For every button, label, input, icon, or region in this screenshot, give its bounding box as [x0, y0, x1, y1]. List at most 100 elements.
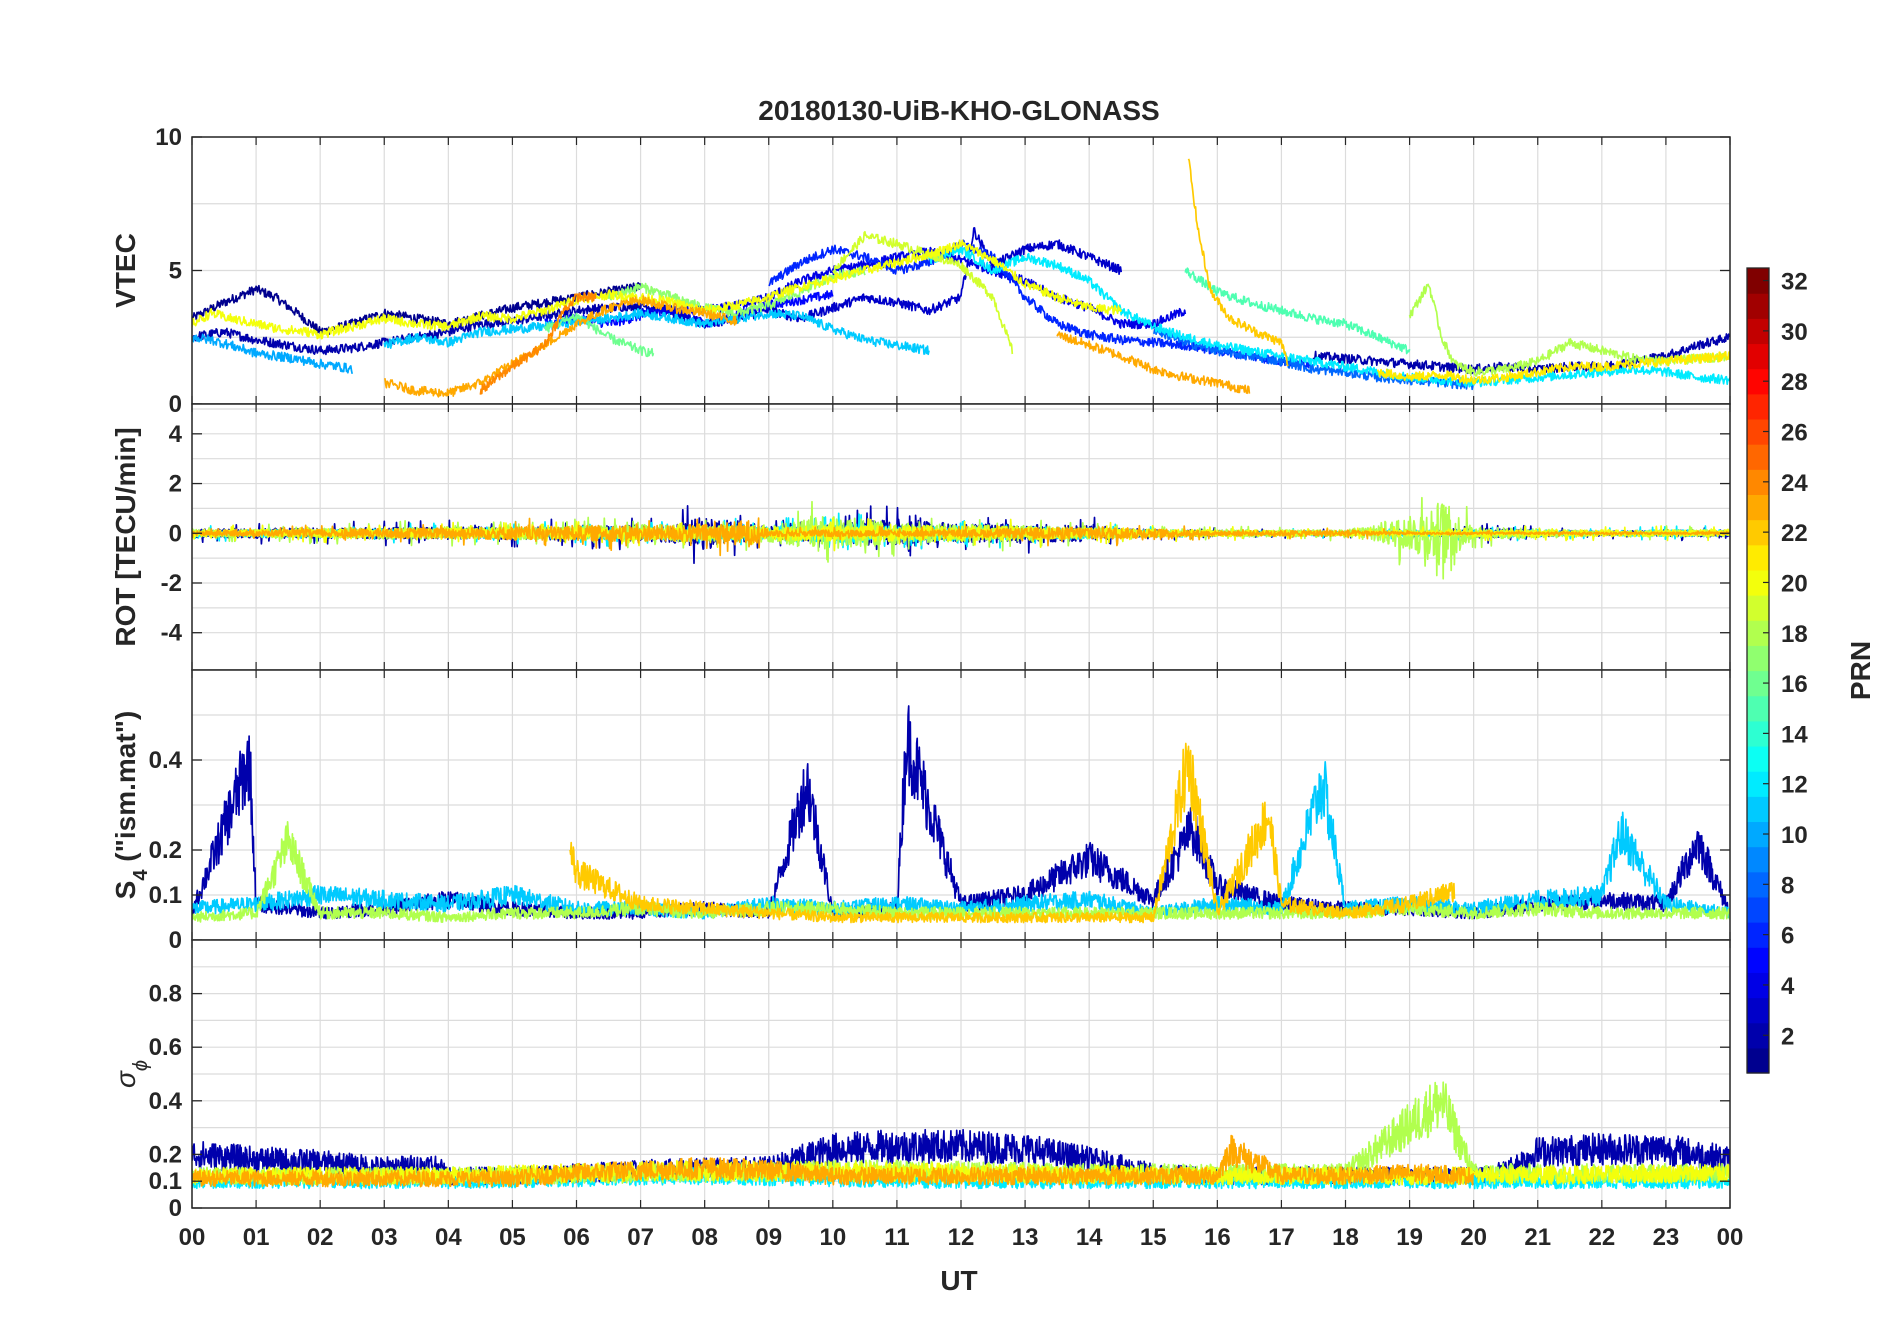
colorbar-segment	[1747, 293, 1769, 319]
colorbar-segment	[1747, 268, 1769, 294]
colorbar-segment	[1747, 318, 1769, 345]
x-tick-label: 17	[1268, 1224, 1295, 1251]
x-tick-label: 22	[1588, 1224, 1615, 1251]
colorbar-tick-label: 14	[1781, 721, 1808, 748]
colorbar-segment	[1747, 569, 1769, 596]
colorbar-tick-label: 6	[1781, 923, 1794, 950]
colorbar-segment	[1747, 595, 1769, 621]
colorbar-segment	[1747, 821, 1769, 848]
y-tick-label: 0.2	[149, 1141, 182, 1168]
y-tick-label: 0.2	[149, 837, 182, 864]
colorbar-frame	[1746, 267, 1770, 1074]
series-line-prn-23	[1056, 331, 1251, 395]
colorbar-tick-label: 22	[1781, 520, 1808, 547]
y-axis-label-s4: S4 ("ism.mat")	[110, 711, 152, 900]
series-line-prn-23	[192, 1134, 1475, 1188]
y-axis-label-main: S	[110, 881, 141, 900]
y-axis-label-rot: ROT [TECU/min]	[110, 427, 141, 646]
y-tick-label: 0.4	[149, 747, 183, 774]
colorbar-segment	[1747, 418, 1769, 445]
x-tick-label: 04	[435, 1224, 462, 1251]
panel-vtec-series	[192, 158, 1730, 398]
x-tick-label: 13	[1012, 1224, 1039, 1251]
y-axis-label-subscript: ϕ	[130, 1060, 152, 1071]
colorbar-tick-label: 12	[1781, 772, 1808, 799]
x-tick-label: 05	[499, 1224, 526, 1251]
x-tick-label: 11	[884, 1224, 909, 1251]
y-tick-label: 0.1	[149, 1168, 182, 1195]
x-tick-label: 10	[819, 1224, 846, 1251]
colorbar-segment	[1747, 695, 1769, 722]
colorbar-segment	[1747, 745, 1769, 772]
colorbar-tick-label: 8	[1781, 872, 1794, 899]
x-tick-label: 21	[1524, 1224, 1551, 1251]
series-line-prn-16	[543, 312, 655, 358]
y-tick-label: 5	[169, 258, 182, 285]
x-tick-label: 00	[1717, 1224, 1744, 1251]
y-axis-label-subscript: 4	[130, 869, 152, 881]
series-line-prn-11	[383, 308, 930, 356]
series-line-prn-20	[192, 239, 1122, 340]
series-line-prn-22	[569, 742, 1456, 924]
x-tick-label: 20	[1460, 1224, 1487, 1251]
x-tick-label: 08	[691, 1224, 718, 1251]
y-axis-label-rest: ("ism.mat")	[110, 711, 141, 870]
colorbar-tick-label: 32	[1781, 269, 1808, 296]
y-tick-label: 4	[169, 421, 183, 448]
y-tick-label: -4	[161, 620, 183, 647]
x-tick-label: 09	[755, 1224, 782, 1251]
x-tick-label: 19	[1396, 1224, 1423, 1251]
panel-rot-grid	[191, 404, 1731, 670]
colorbar-segment	[1747, 972, 1769, 999]
y-tick-label: 0	[169, 391, 182, 418]
colorbar-segment	[1747, 771, 1769, 797]
colorbar-tick-label: 2	[1781, 1023, 1794, 1050]
panel-s4: 00.10.20.4S4 ("ism.mat")	[110, 669, 1731, 954]
series-line-prn-10	[192, 333, 354, 374]
colorbar-segment	[1747, 519, 1769, 546]
panel-s4-series	[192, 705, 1730, 924]
series-line-prn-21	[1376, 350, 1730, 385]
series-line-prn-23	[384, 295, 738, 398]
y-tick-label: 0.8	[149, 981, 182, 1008]
panel-rot-series	[192, 496, 1730, 580]
colorbar-segment	[1747, 368, 1769, 395]
chart-title: 20180130-UiB-KHO-GLONASS	[758, 95, 1159, 126]
colorbar-segment	[1747, 796, 1769, 823]
colorbar-tick-label: 28	[1781, 369, 1808, 396]
y-tick-label: 2	[169, 471, 182, 498]
x-tick-label: 03	[371, 1224, 398, 1251]
x-tick-label: 12	[948, 1224, 975, 1251]
series-line-prn-19	[832, 230, 1014, 355]
x-axis-label: UT	[940, 1265, 977, 1296]
x-tick-label: 06	[563, 1224, 590, 1251]
x-tick-labels: 00 01 02 03 04 05 06 07 08 09 10 11 12 13 14 15 16 17 18 19…	[179, 1224, 1744, 1251]
x-tick-label: 16	[1204, 1224, 1231, 1251]
colorbar-segment	[1747, 393, 1769, 420]
panel-vtec: 0 5 10 VTEC	[110, 124, 1731, 418]
colorbar-segment	[1747, 444, 1769, 470]
series-line-prn-24	[479, 291, 597, 395]
y-tick-label: 0	[169, 1195, 182, 1222]
colorbar-segment	[1747, 620, 1769, 646]
y-tick-label: -2	[161, 570, 182, 597]
colorbar-segment	[1747, 469, 1769, 496]
x-tick-label: 18	[1332, 1224, 1359, 1251]
x-tick-label: 14	[1076, 1224, 1103, 1251]
colorbar-tick-label: 10	[1781, 822, 1808, 849]
colorbar-segment	[1747, 871, 1769, 898]
colorbar-segment	[1747, 1022, 1769, 1049]
y-tick-label: 0	[169, 927, 182, 954]
colorbar-label: PRN	[1845, 641, 1876, 700]
colorbar-tick-label: 20	[1781, 570, 1808, 597]
colorbar-segment	[1747, 922, 1769, 948]
colorbar-tick-label: 24	[1781, 470, 1808, 497]
series-line-prn-22	[1187, 158, 1289, 367]
x-tick-label: 23	[1653, 1224, 1680, 1251]
panel-sigma: 00.10.2 0.4 0.6 0.8 σϕ	[110, 939, 1731, 1222]
x-tick-label: 02	[307, 1224, 334, 1251]
colorbar-segment	[1747, 670, 1769, 697]
y-tick-label: 10	[155, 124, 182, 151]
